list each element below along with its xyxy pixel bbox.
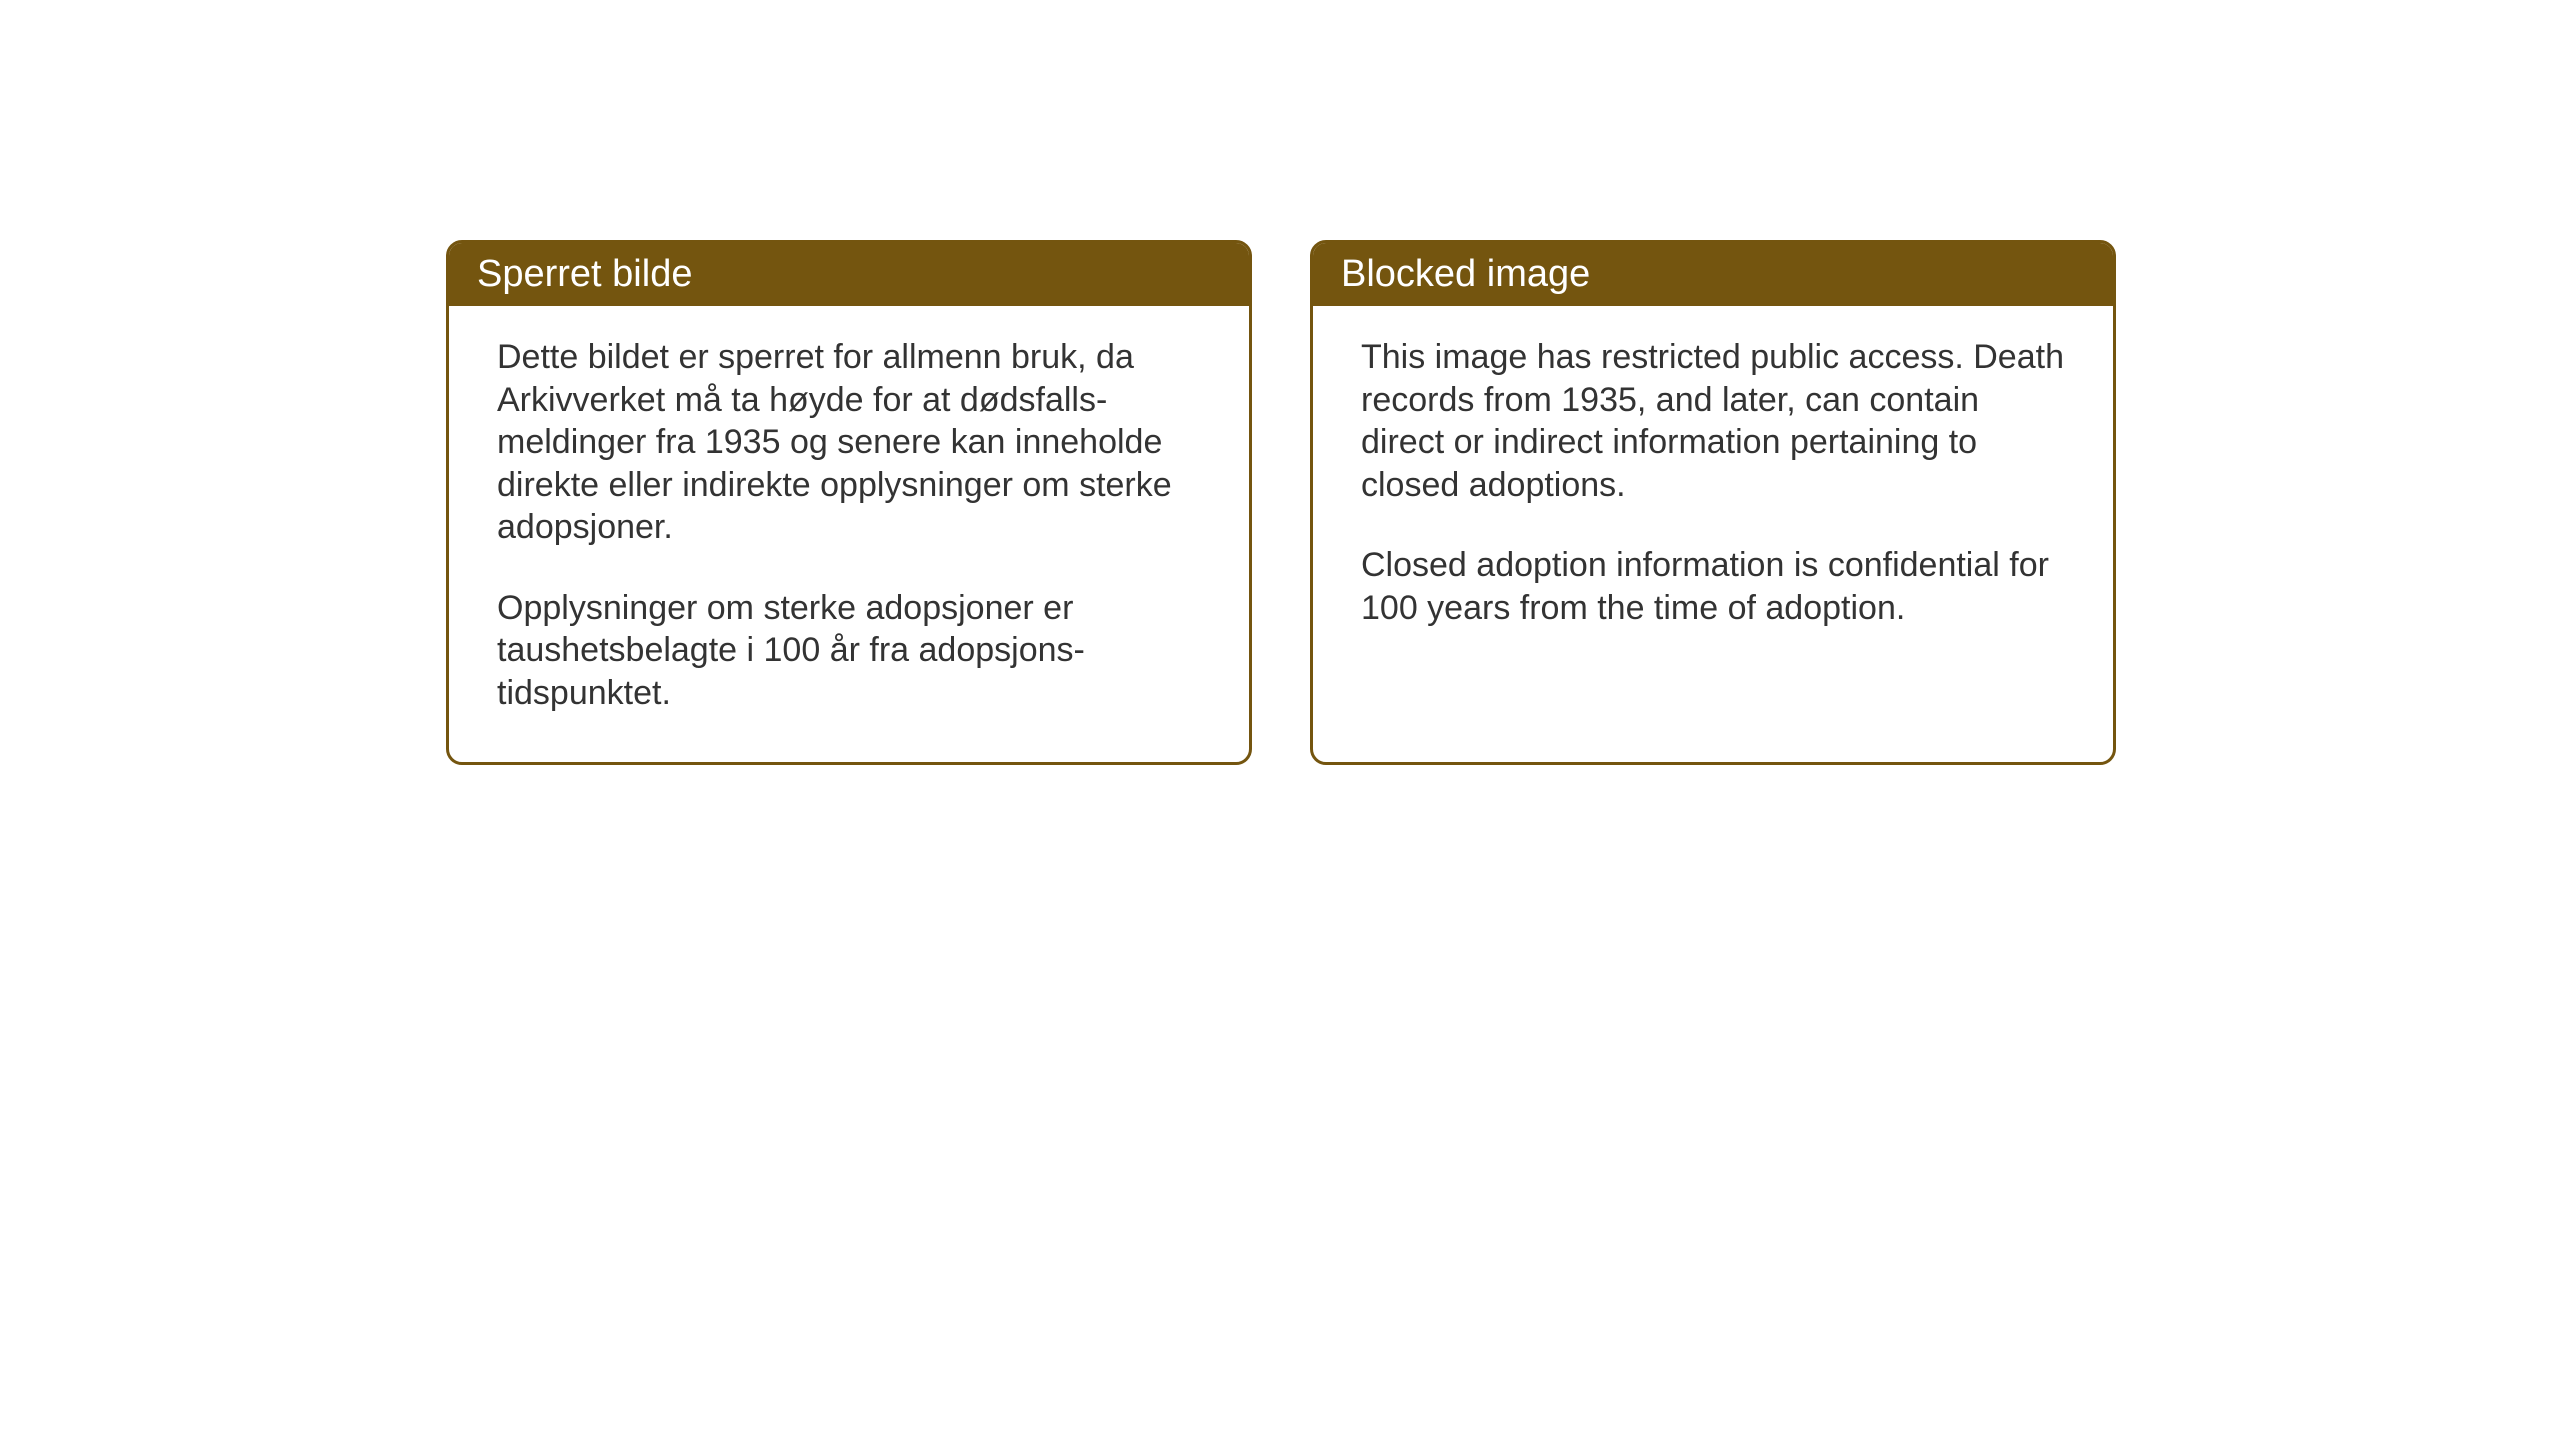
notice-cards-container: Sperret bilde Dette bildet er sperret fo…	[446, 240, 2116, 765]
norwegian-paragraph-1: Dette bildet er sperret for allmenn bruk…	[497, 336, 1201, 549]
norwegian-card-title: Sperret bilde	[449, 243, 1249, 306]
english-card-title: Blocked image	[1313, 243, 2113, 306]
english-notice-card: Blocked image This image has restricted …	[1310, 240, 2116, 765]
english-card-body: This image has restricted public access.…	[1313, 306, 2113, 677]
norwegian-notice-card: Sperret bilde Dette bildet er sperret fo…	[446, 240, 1252, 765]
english-paragraph-1: This image has restricted public access.…	[1361, 336, 2065, 506]
norwegian-paragraph-2: Opplysninger om sterke adopsjoner er tau…	[497, 587, 1201, 715]
norwegian-card-body: Dette bildet er sperret for allmenn bruk…	[449, 306, 1249, 762]
english-paragraph-2: Closed adoption information is confident…	[1361, 544, 2065, 629]
